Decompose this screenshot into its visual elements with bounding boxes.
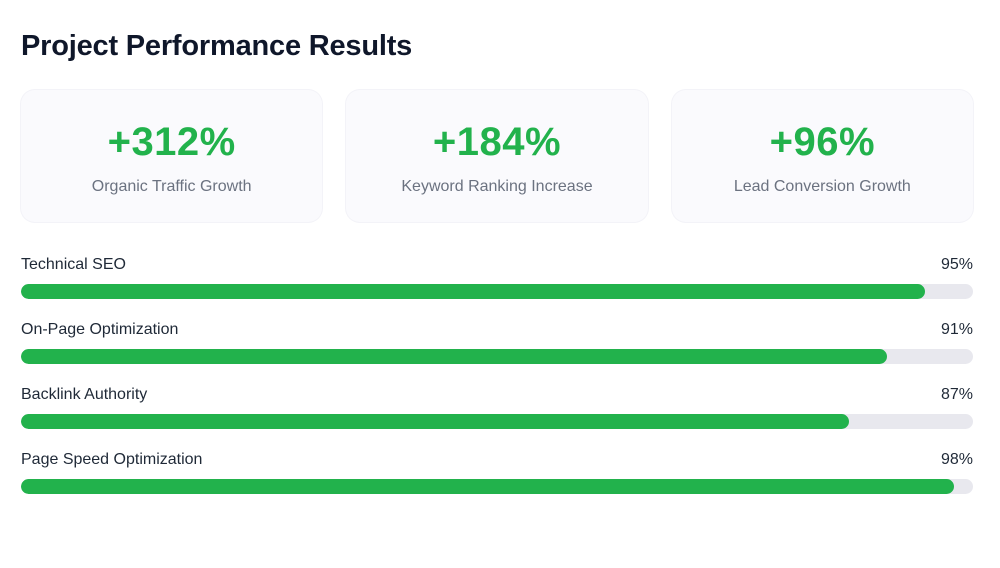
stat-value: +184% xyxy=(432,120,562,164)
progress-fill xyxy=(21,414,850,429)
metric-label: Backlink Authority xyxy=(21,386,148,403)
metric-label: On-Page Optimization xyxy=(21,321,179,338)
stat-label: Organic Traffic Growth xyxy=(91,178,252,195)
stat-card-keyword-ranking: +184% Keyword Ranking Increase xyxy=(346,90,648,222)
stat-label: Lead Conversion Growth xyxy=(733,178,911,195)
metric-row-on-page-optimization: On-Page Optimization 91% xyxy=(21,320,973,364)
progress-track xyxy=(21,349,973,364)
page-title: Project Performance Results xyxy=(21,30,413,62)
metric-row-page-speed-optimization: Page Speed Optimization 98% xyxy=(21,450,973,494)
progress-track xyxy=(21,414,973,429)
stat-label: Keyword Ranking Increase xyxy=(401,178,593,195)
progress-track xyxy=(21,479,973,494)
metric-label: Page Speed Optimization xyxy=(21,451,203,468)
progress-bars: Technical SEO 95% On-Page Optimization 9… xyxy=(21,255,973,494)
progress-fill xyxy=(21,349,888,364)
stat-value: +312% xyxy=(107,120,236,164)
stats-cards: +312% Organic Traffic Growth +184% Keywo… xyxy=(21,90,973,222)
metric-percent: 87% xyxy=(940,386,973,403)
metric-percent: 91% xyxy=(940,321,973,338)
metric-label: Technical SEO xyxy=(21,256,126,273)
progress-fill xyxy=(21,479,954,494)
metric-percent: 98% xyxy=(940,451,973,468)
metric-percent: 95% xyxy=(940,256,973,273)
progress-fill xyxy=(21,284,926,299)
stat-card-organic-traffic: +312% Organic Traffic Growth xyxy=(21,90,323,222)
stat-value: +96% xyxy=(769,120,876,164)
metric-row-technical-seo: Technical SEO 95% xyxy=(21,255,973,299)
stat-card-lead-conversion: +96% Lead Conversion Growth xyxy=(671,90,973,222)
metric-row-backlink-authority: Backlink Authority 87% xyxy=(21,385,973,429)
progress-track xyxy=(21,284,973,299)
